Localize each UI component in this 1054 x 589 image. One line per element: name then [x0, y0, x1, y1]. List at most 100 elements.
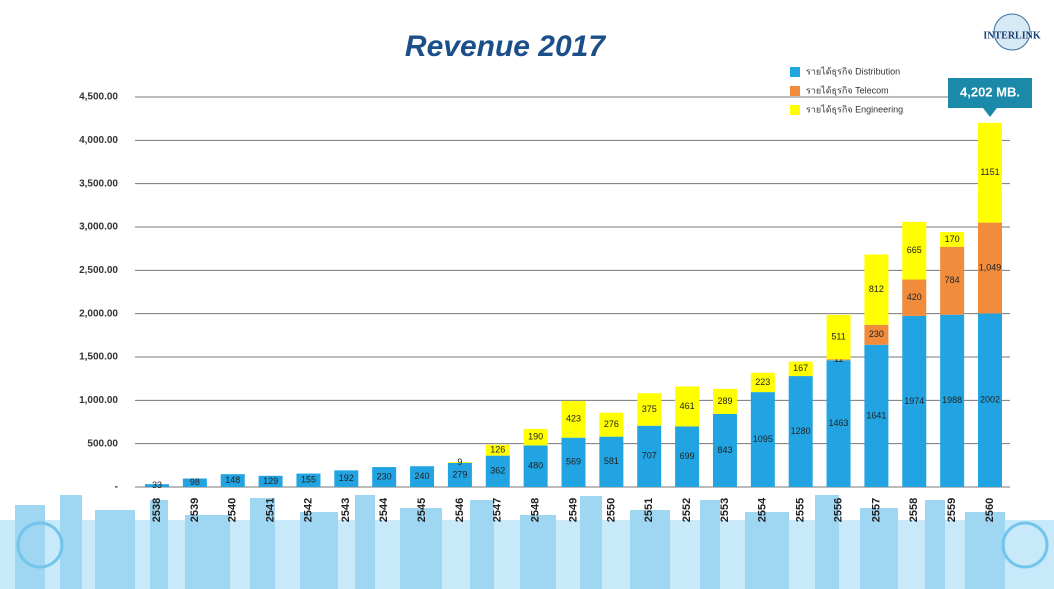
x-tick-label: 2557: [870, 498, 882, 522]
value-label: 276: [604, 419, 619, 429]
x-tick-label: 2558: [908, 498, 920, 522]
bar-segment: [561, 401, 586, 438]
value-label: 375: [642, 404, 657, 414]
bar-segment: [788, 376, 813, 487]
bar-segment: [372, 467, 397, 487]
value-label: 9: [457, 457, 462, 467]
value-label: 126: [490, 445, 505, 455]
bar-segment: [599, 412, 624, 437]
value-label: 1974: [904, 396, 924, 406]
bar-segment: [864, 254, 889, 325]
x-tick-label: 2546: [454, 498, 466, 522]
bar-segment: [334, 470, 359, 487]
x-tick-label: 2554: [757, 497, 769, 522]
x-tick-label: 2539: [189, 498, 201, 522]
x-tick-label: 2542: [302, 498, 314, 522]
skyline: [0, 495, 1054, 589]
y-tick-label: 4,500.00: [79, 92, 118, 103]
value-label: 98: [190, 477, 200, 487]
bar-segment: [447, 462, 472, 487]
value-label: 1095: [753, 434, 773, 444]
value-label: 461: [680, 401, 695, 411]
value-label: 480: [528, 461, 543, 471]
bar-segment: [485, 444, 510, 456]
x-tick-label: 2547: [492, 498, 504, 522]
x-tick-label: 2560: [984, 498, 996, 522]
x-tick-label: 2541: [264, 498, 276, 522]
bar-segment: [902, 279, 927, 316]
value-label: 1463: [829, 418, 849, 428]
bar-segment: [447, 462, 472, 463]
bar-segment: [712, 388, 737, 414]
value-label: 33: [152, 480, 162, 490]
y-tick-label: 3,000.00: [79, 222, 118, 233]
x-tick-label: 2559: [946, 498, 958, 522]
bar-segment: [410, 466, 435, 487]
bar-segment: [258, 475, 283, 487]
bar-segment: [826, 360, 851, 487]
legend-swatch: [790, 86, 800, 96]
x-tick-label: 2553: [719, 498, 731, 522]
value-label: 129: [263, 476, 278, 486]
x-tick-label: 2550: [605, 498, 617, 522]
bar-segment: [675, 426, 700, 487]
value-label: 812: [869, 284, 884, 294]
callout-box: [948, 78, 1032, 108]
value-label: 569: [566, 457, 581, 467]
value-label: 362: [490, 466, 505, 476]
value-label: 230: [869, 329, 884, 339]
bar-segment: [978, 122, 1002, 223]
bar-segment: [902, 315, 927, 487]
bar-segment: [978, 222, 1002, 314]
value-label: 230: [377, 471, 392, 481]
bar-segment: [940, 246, 965, 315]
legend-label: รายได้ธุรกิจ Telecom: [806, 85, 889, 96]
value-label: 240: [415, 471, 430, 481]
bar-segment: [675, 386, 700, 427]
x-tick-label: 2548: [530, 498, 542, 522]
x-tick-label: 2545: [416, 498, 428, 522]
logo-text: INTERLINK: [983, 30, 1040, 41]
bar-segment: [637, 393, 662, 426]
x-tick-label: 2551: [643, 498, 655, 522]
bar-segment: [750, 372, 775, 393]
value-label: 289: [717, 396, 732, 406]
value-label: 420: [907, 292, 922, 302]
x-tick-label: 2538: [151, 498, 163, 522]
y-tick-label: 2,000.00: [79, 308, 118, 319]
value-label: 1151: [980, 167, 999, 177]
bar-segment: [750, 392, 775, 487]
bar-segment: [864, 324, 889, 345]
value-label: 192: [339, 473, 354, 483]
value-label: 784: [945, 275, 960, 285]
value-label: 511: [831, 331, 845, 341]
y-tick-label: 1,500.00: [79, 352, 118, 363]
bar-segment: [145, 484, 169, 487]
bar-segment: [978, 313, 1002, 487]
y-tick-label: -: [115, 482, 118, 493]
bar-segment: [220, 474, 245, 487]
bar-segment: [940, 314, 965, 487]
value-label: 170: [945, 234, 960, 244]
legend-swatch: [790, 67, 800, 77]
bar-segment: [712, 413, 737, 487]
value-label: 148: [225, 475, 240, 485]
bar-segment: [902, 221, 927, 280]
value-label: 1,049: [979, 262, 1002, 272]
x-tick-label: 2543: [340, 498, 352, 522]
value-label: 665: [907, 245, 922, 255]
x-tick-label: 2555: [795, 498, 807, 522]
value-label: 1641: [866, 410, 886, 420]
value-label: 2002: [980, 395, 1000, 405]
logo: INTERLINK: [983, 13, 1041, 51]
value-label: 707: [642, 451, 657, 461]
x-tick-label: 2549: [567, 498, 579, 522]
legend-swatch: [790, 105, 800, 115]
x-tick-label: 2552: [681, 498, 693, 522]
x-tick-label: 2540: [227, 498, 239, 522]
y-tick-label: 500.00: [87, 438, 118, 449]
legend-label: รายได้ธุรกิจ Distribution: [806, 66, 900, 77]
value-label: 167: [793, 363, 808, 373]
y-tick-label: 3,500.00: [79, 178, 118, 189]
